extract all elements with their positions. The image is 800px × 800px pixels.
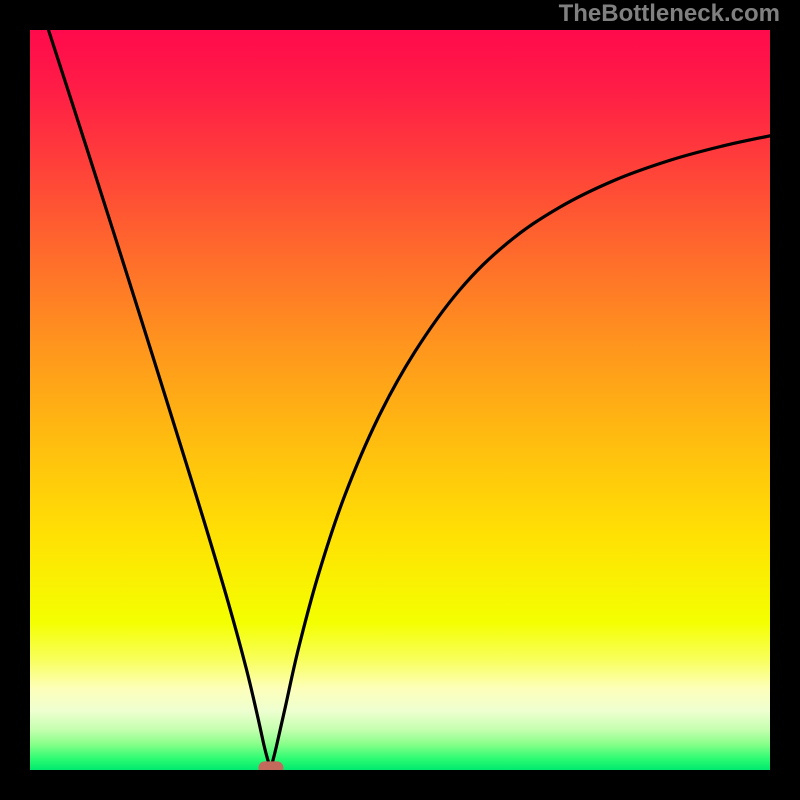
- minimum-marker: [258, 761, 283, 770]
- plot-area: [30, 30, 770, 770]
- curve-path: [49, 30, 771, 764]
- curve-layer: [30, 30, 770, 770]
- watermark-text: TheBottleneck.com: [559, 0, 780, 28]
- chart-container: TheBottleneck.com: [0, 0, 800, 800]
